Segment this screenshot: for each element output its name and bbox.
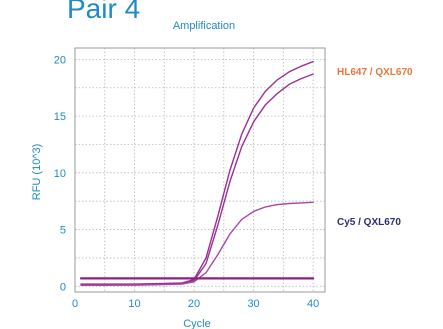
chart-title: Amplification: [173, 20, 235, 32]
y-tick-label: 20: [54, 54, 66, 66]
y-tick-label: 10: [54, 168, 66, 180]
annotation-hl647: HL647 / QXL670: [337, 67, 413, 78]
x-tick-label: 10: [128, 298, 140, 310]
y-axis-label: RFU (10^3): [31, 144, 43, 201]
x-tick-label: 0: [72, 298, 78, 310]
series-line-2: [80, 73, 314, 286]
y-tick-label: 0: [60, 281, 66, 293]
annotation-cy5: Cy5 / QXL670: [337, 217, 401, 228]
figure-title: Pair 4: [67, 0, 140, 24]
x-tick-label: 20: [188, 298, 200, 310]
x-tick-label: 40: [307, 298, 319, 310]
plot-area: 0 10 20 30 40 0 5 10 15 20: [54, 47, 326, 310]
x-axis-label: Cycle: [183, 318, 211, 329]
x-tick-label: 30: [247, 298, 259, 310]
series-line-3: [80, 201, 314, 286]
plot-frame: [74, 47, 326, 293]
y-tick-label: 15: [54, 111, 66, 123]
y-tick-label: 5: [60, 225, 66, 237]
